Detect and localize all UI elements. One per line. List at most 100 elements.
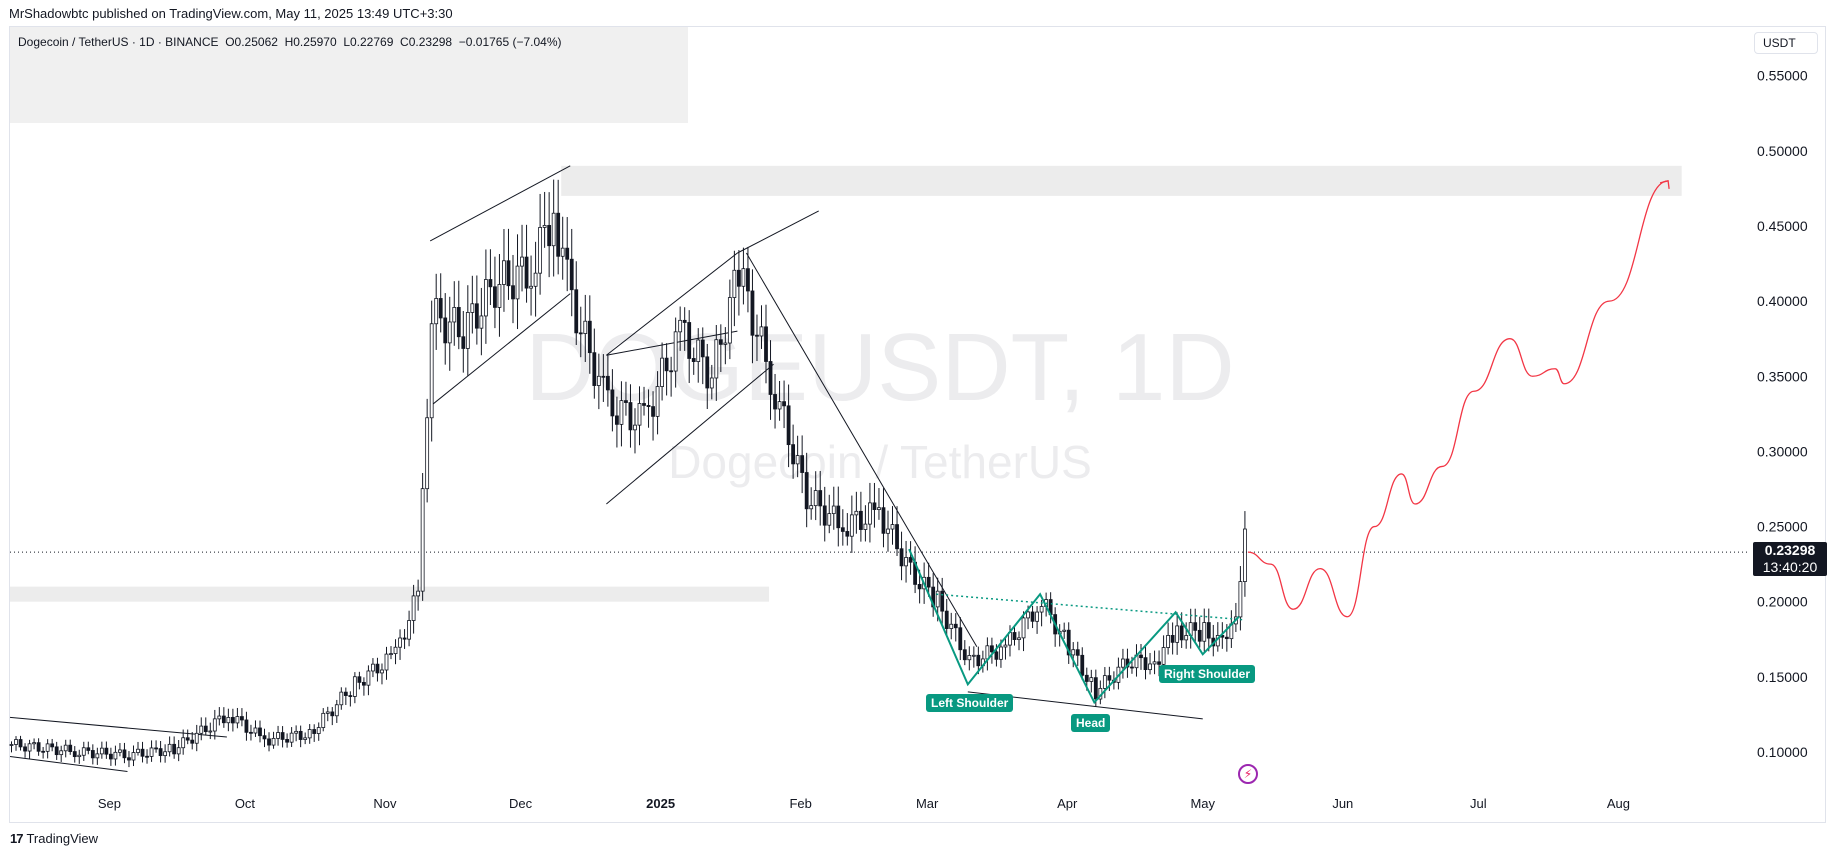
flash-icon[interactable]: ⚡ (1238, 764, 1258, 784)
candle-body (1243, 528, 1247, 582)
candle-body (858, 510, 863, 530)
candle-body (158, 748, 163, 757)
candle-body (258, 727, 262, 737)
candle-body (127, 757, 131, 761)
candle-body (393, 646, 398, 655)
trendline-9 (737, 210, 819, 254)
candle-body (678, 319, 683, 333)
candle-body (1039, 606, 1044, 613)
candle-body (411, 595, 416, 621)
candle-body (971, 654, 976, 657)
candle-body (1202, 622, 1207, 642)
candle-body (181, 737, 186, 749)
currency-selector[interactable]: USDT (1754, 32, 1818, 54)
candle-body (23, 746, 27, 752)
head-label: Head (1071, 714, 1111, 732)
candle-body (339, 691, 344, 706)
candle-body (348, 695, 353, 697)
right-shoulder-label: Right Shoulder (1159, 665, 1255, 683)
candle-body (434, 298, 439, 325)
candle-body (615, 415, 619, 425)
candle-body (9, 744, 14, 746)
candle-body (176, 747, 181, 755)
zone-0 (10, 586, 770, 602)
candle-body (375, 663, 380, 674)
candle-body (709, 377, 714, 389)
candle-body (262, 735, 267, 740)
last-price-tag: 0.23298 13:40:20 (1753, 542, 1827, 576)
candle-body (321, 712, 326, 728)
candle-body (827, 513, 832, 526)
candle-body (732, 269, 737, 298)
candle-body (1179, 625, 1184, 641)
candle-body (1166, 635, 1171, 648)
legend-open: O0.25062 (225, 35, 278, 49)
candle-body (795, 455, 800, 465)
candle-body (366, 670, 371, 686)
candle-body (267, 738, 271, 746)
candle-body (542, 225, 547, 228)
candle-body (118, 749, 122, 753)
candle-body (497, 284, 502, 308)
candle-body (741, 268, 746, 287)
candle-body (163, 751, 168, 757)
candle-body (845, 531, 850, 537)
candle-body (592, 352, 597, 386)
legend-panel (10, 27, 688, 123)
candle-body (167, 743, 172, 753)
bar-countdown: 13:40:20 (1762, 559, 1818, 575)
candle-body (718, 339, 723, 345)
candle-body (479, 315, 484, 329)
footer-brand: TradingView (26, 831, 99, 846)
candle-body (529, 285, 533, 289)
time-tick-5: Feb (789, 796, 811, 811)
candle-body (54, 746, 59, 756)
candle-body (41, 750, 46, 753)
candle-body (95, 753, 100, 759)
candle-body (809, 505, 814, 510)
candle-body (63, 744, 68, 752)
legend-symbol: Dogecoin / TetherUS · 1D · BINANCE (18, 35, 219, 49)
candle-body (804, 472, 809, 510)
time-tick-3: Dec (509, 796, 533, 811)
candle-body (325, 711, 330, 714)
price-tick-4: 0.30000 (1757, 443, 1808, 459)
candle-body (768, 361, 773, 395)
candle-body (371, 663, 375, 672)
candle-body (461, 336, 466, 349)
trendline-6 (746, 252, 978, 648)
neckline (936, 593, 1244, 621)
candle-body (154, 747, 158, 750)
candle-body (217, 715, 222, 720)
zone-1 (561, 165, 1682, 196)
candle-body (696, 339, 701, 362)
candle-body (402, 637, 407, 640)
candle-body (985, 645, 990, 660)
time-tick-1: Oct (235, 796, 256, 811)
price-tick-1: 0.15000 (1757, 669, 1808, 685)
candle-body (99, 747, 104, 755)
candle-body (619, 400, 624, 425)
price-tick-7: 0.45000 (1757, 218, 1808, 234)
footer-logo[interactable]: 17 TradingView (10, 831, 98, 846)
candle-body (736, 269, 741, 287)
candle-body (727, 297, 732, 344)
candle-body (77, 754, 82, 758)
candle-body (45, 743, 50, 752)
candle-body (746, 268, 750, 292)
candle-body (27, 743, 32, 752)
candle-body (1066, 629, 1071, 656)
candle-body (520, 256, 524, 267)
candle-body (429, 323, 434, 419)
legend-low: L0.22769 (343, 35, 394, 49)
candle-body (447, 321, 452, 344)
candle-body (1130, 666, 1134, 669)
candle-body (624, 400, 628, 403)
candle-body (791, 444, 796, 465)
candle-body (452, 307, 457, 323)
candle-body (822, 505, 827, 526)
candle-body (664, 357, 669, 372)
trendline-0 (9, 716, 227, 738)
candle-body (443, 317, 448, 344)
